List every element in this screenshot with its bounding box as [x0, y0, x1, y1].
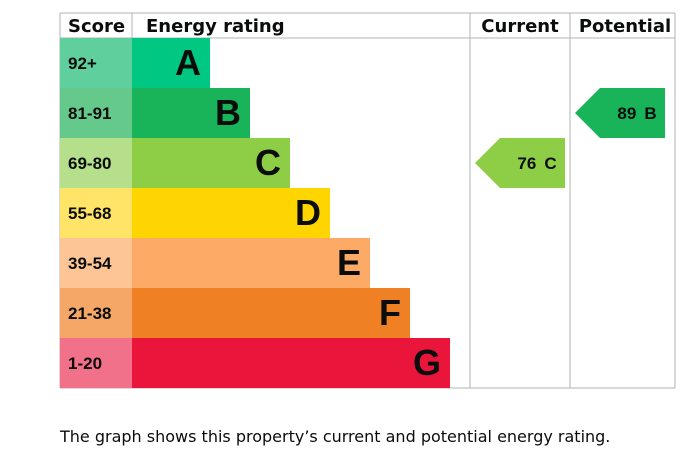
score-cell-b	[60, 88, 132, 138]
potential-rating-letter: B	[644, 104, 656, 123]
score-cell-d	[60, 188, 132, 238]
band-bar-f	[132, 288, 410, 338]
potential-rating-label: 89 B	[617, 104, 656, 123]
potential-column-header: Potential	[579, 16, 671, 37]
current-column-header: Current	[481, 16, 559, 37]
potential-rating-score: 89	[617, 104, 636, 123]
band-letter-a: A	[175, 42, 201, 83]
band-letter-c: C	[255, 142, 281, 183]
band-letter-b: B	[215, 92, 241, 133]
band-letter-e: E	[337, 242, 361, 283]
band-bar-e	[132, 238, 370, 288]
current-rating-arrow	[475, 138, 565, 188]
score-label-b: 81-91	[68, 104, 111, 123]
chart-caption: The graph shows this property’s current …	[60, 427, 611, 446]
current-rating-label: 76 C	[517, 154, 556, 173]
score-label-a: 92+	[68, 54, 97, 73]
score-label-c: 69-80	[68, 154, 111, 173]
band-letter-d: D	[295, 192, 321, 233]
band-bar-a	[132, 38, 210, 88]
band-bar-d	[132, 188, 330, 238]
current-rating-score: 76	[517, 154, 536, 173]
potential-rating-arrow	[575, 88, 665, 138]
score-label-e: 39-54	[68, 254, 112, 273]
epc-chart: Score Energy rating Current Potential 92…	[59, 12, 676, 389]
score-cell-a	[60, 38, 132, 88]
score-label-f: 21-38	[68, 304, 111, 323]
score-cell-c	[60, 138, 132, 188]
score-cell-f	[60, 288, 132, 338]
rating-column-header: Energy rating	[146, 16, 285, 37]
band-bar-b	[132, 88, 250, 138]
score-cell-g	[60, 338, 132, 388]
score-label-g: 1-20	[68, 354, 102, 373]
score-cell-e	[60, 238, 132, 288]
band-letter-g: G	[413, 342, 441, 383]
band-bar-g	[132, 338, 450, 388]
band-letter-f: F	[379, 292, 401, 333]
score-label-d: 55-68	[68, 204, 111, 223]
rating-bands: 92+ A 81-91 B 69-80 C 55-68 D 39-54 E 21-38 F 1-20 G	[60, 38, 450, 388]
score-column-header: Score	[68, 16, 125, 37]
band-bar-c	[132, 138, 290, 188]
current-rating-letter: C	[544, 154, 556, 173]
rating-arrows: 76 C 89 B	[475, 88, 665, 188]
